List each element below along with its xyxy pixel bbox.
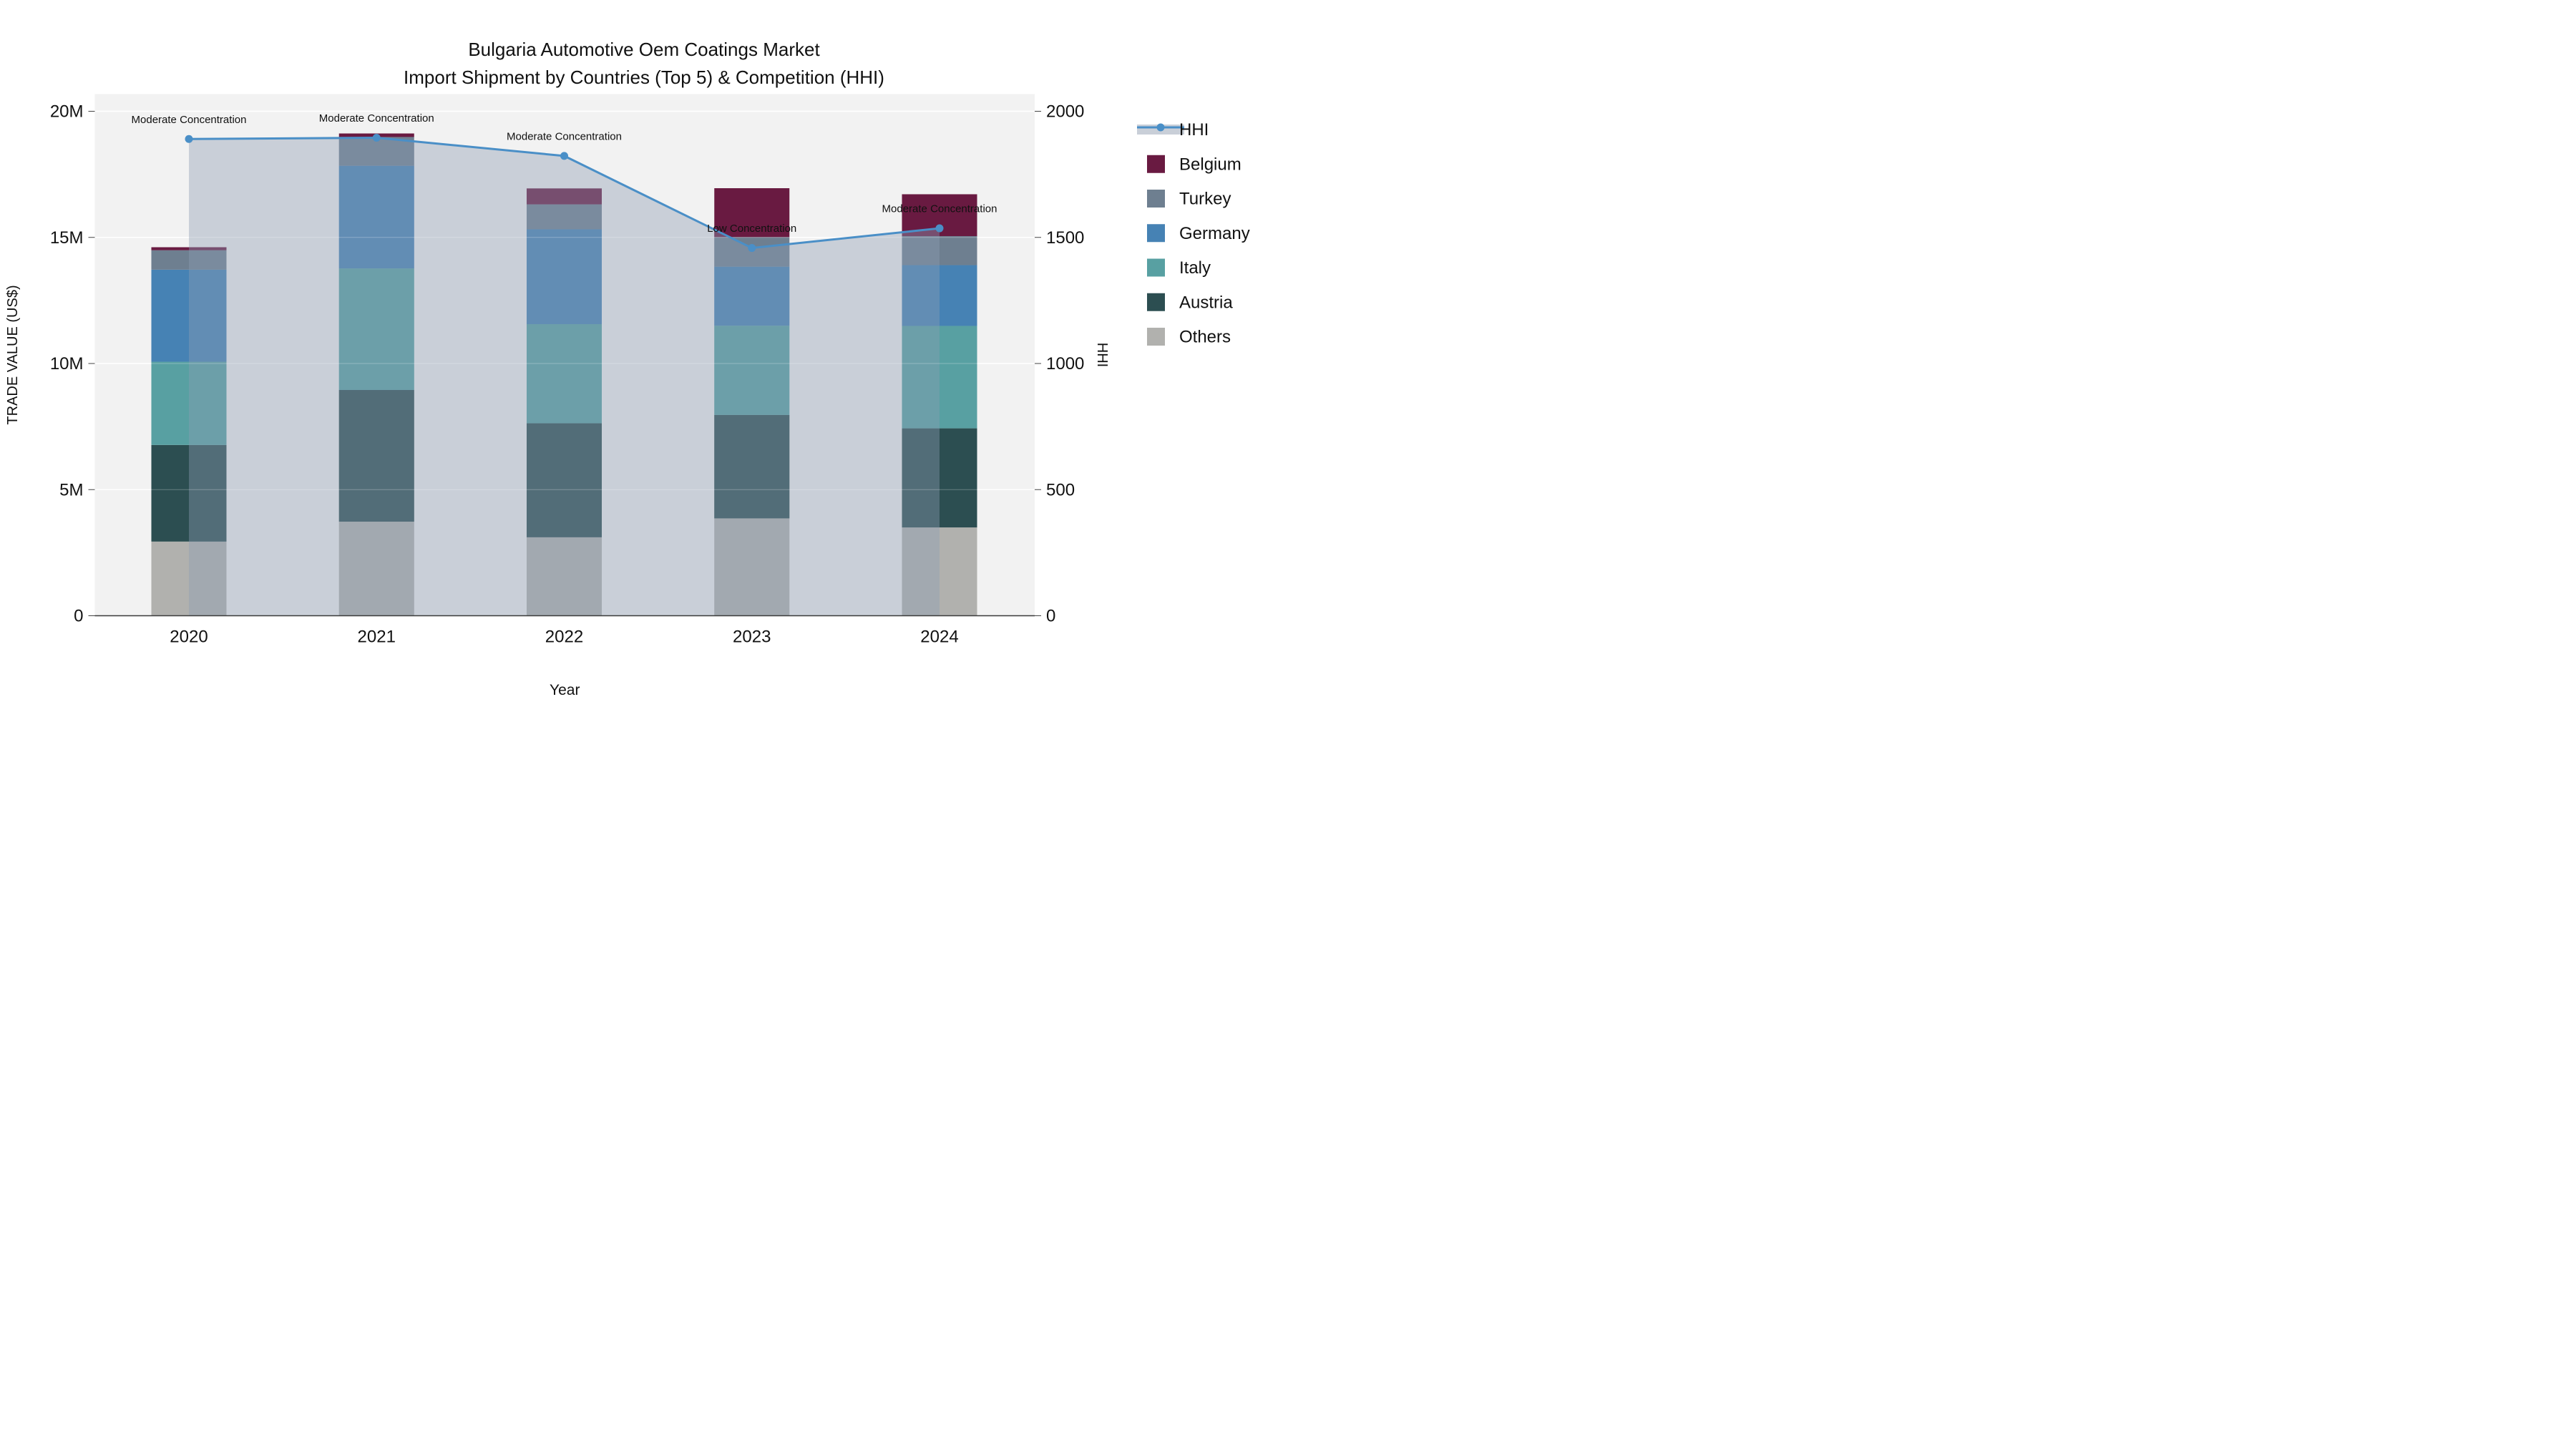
legend-swatch-others — [1147, 328, 1165, 346]
stacked-bar-segment-italy-2021[interactable] — [338, 268, 414, 391]
legend-label-belgium: Belgium — [1179, 155, 1241, 174]
stacked-bar-segment-germany-2021[interactable] — [338, 165, 414, 269]
stacked-bar-segment-austria-2020[interactable] — [151, 444, 227, 542]
stacked-bar-segment-others-2024[interactable] — [902, 527, 977, 616]
legend-swatch-turkey — [1147, 190, 1165, 208]
hhi-marker-2023[interactable] — [748, 244, 756, 253]
stacked-bar-segment-germany-2024[interactable] — [902, 265, 977, 326]
legend-item-hhi[interactable]: HHI — [1137, 120, 1209, 140]
legend-item-turkey[interactable]: Turkey — [1147, 190, 1231, 209]
stacked-bar-segment-belgium-2020[interactable] — [151, 247, 227, 250]
bar-mute-overlay — [714, 188, 790, 616]
stacked-bar-segment-others-2022[interactable] — [527, 537, 602, 616]
plot-canvas: Moderate Concentration Moderate Concentra… — [5, 94, 1250, 698]
y2-tick-label[interactable]: 500 — [1046, 480, 1075, 499]
x-tick-label-2021[interactable]: 2021 — [358, 628, 396, 647]
stacked-bar-segment-others-2021[interactable] — [338, 522, 414, 616]
chart-title: Bulgaria Automotive Oem Coatings Market … — [0, 36, 1288, 92]
y2-tick-label[interactable]: 0 — [1046, 607, 1055, 626]
legend-label-turkey: Turkey — [1179, 190, 1231, 209]
stacked-bar-segment-italy-2024[interactable] — [902, 326, 977, 429]
stacked-bar-segment-turkey-2024[interactable] — [902, 235, 977, 265]
legend-swatch-germany — [1147, 224, 1165, 243]
legend-label-austria: Austria — [1179, 293, 1233, 312]
bar-mute-overlay — [902, 194, 940, 616]
legend-swatch-italy — [1147, 258, 1165, 277]
stacked-bar-segment-others-2023[interactable] — [714, 518, 790, 616]
hhi-legend-marker — [1156, 123, 1165, 132]
hhi-marker-2020[interactable] — [185, 135, 193, 143]
legend-item-germany[interactable]: Germany — [1147, 224, 1250, 243]
y-axis-title: TRADE VALUE (US$) — [5, 285, 21, 424]
y2-tick-label[interactable]: 1500 — [1046, 228, 1084, 248]
stacked-bar-segment-austria-2024[interactable] — [902, 428, 977, 528]
annotation-2020: Moderate Concentration — [132, 114, 247, 126]
legend-item-austria[interactable]: Austria — [1147, 293, 1233, 312]
legend-label-germany: Germany — [1179, 224, 1250, 243]
stacked-bar-segment-turkey-2022[interactable] — [527, 204, 602, 230]
y2-tick-label[interactable]: 1000 — [1046, 354, 1084, 374]
annotation-2024: Moderate Concentration — [882, 203, 997, 215]
legend-item-italy[interactable]: Italy — [1147, 258, 1211, 278]
annotation-2022: Moderate Concentration — [507, 130, 622, 142]
stacked-bar-segment-germany-2020[interactable] — [151, 269, 227, 362]
chart-title-line1: Bulgaria Automotive Oem Coatings Market — [468, 39, 820, 60]
stacked-bar-segment-austria-2021[interactable] — [338, 390, 414, 522]
annotation-2023: Low Concentration — [707, 223, 796, 235]
chart-title-line2: Import Shipment by Countries (Top 5) & C… — [404, 67, 884, 88]
y-tick-label[interactable]: 15M — [50, 228, 84, 248]
bar-mute-overlay — [338, 137, 414, 616]
legend-label-others: Others — [1179, 328, 1231, 347]
x-tick-label-2023[interactable]: 2023 — [733, 628, 771, 647]
stacked-bar-segment-italy-2020[interactable] — [151, 361, 227, 445]
bar-mute-overlay — [189, 247, 227, 616]
y2-tick-label[interactable]: 2000 — [1046, 102, 1084, 122]
legend-swatch-austria — [1147, 293, 1165, 311]
legend-item-others[interactable]: Others — [1147, 328, 1231, 347]
hhi-marker-2021[interactable] — [372, 134, 381, 142]
hhi-marker-2024[interactable] — [935, 224, 944, 233]
legend-label-italy: Italy — [1179, 258, 1211, 278]
stacked-bar-segment-turkey-2021[interactable] — [338, 137, 414, 166]
x-tick-label-2020[interactable]: 2020 — [170, 628, 208, 647]
stacked-bar-segment-germany-2022[interactable] — [527, 229, 602, 325]
stacked-bar-segment-austria-2022[interactable] — [527, 423, 602, 537]
y-tick-label[interactable]: 10M — [50, 354, 84, 374]
y-tick-label[interactable]: 0 — [74, 607, 83, 626]
y2-axis-title: HHI — [1094, 343, 1110, 367]
legend-swatch-belgium — [1147, 155, 1165, 173]
stacked-bar-segment-germany-2023[interactable] — [714, 266, 790, 326]
stacked-bar-segment-italy-2022[interactable] — [527, 324, 602, 424]
x-axis-title: Year — [550, 682, 580, 698]
stacked-bar-segment-belgium-2022[interactable] — [527, 188, 602, 205]
legend-label-hhi: HHI — [1179, 120, 1209, 140]
annotation-2021: Moderate Concentration — [319, 112, 434, 125]
hhi-marker-2022[interactable] — [560, 152, 568, 160]
bar-mute-overlay — [527, 188, 602, 616]
x-tick-label-2022[interactable]: 2022 — [545, 628, 583, 647]
y-tick-label[interactable]: 20M — [50, 102, 84, 122]
stacked-bar-segment-belgium-2023[interactable] — [714, 188, 790, 238]
bar-mute-layer — [189, 137, 940, 616]
stacked-bar-segment-austria-2023[interactable] — [714, 414, 790, 519]
legend-item-belgium[interactable]: Belgium — [1147, 155, 1241, 174]
stacked-bar-segment-others-2020[interactable] — [151, 541, 227, 616]
x-tick-label-2024[interactable]: 2024 — [920, 628, 958, 647]
stacked-bar-segment-italy-2023[interactable] — [714, 326, 790, 415]
stacked-bar-segment-turkey-2020[interactable] — [151, 250, 227, 270]
chart-figure: Bulgaria Automotive Oem Coatings Market … — [0, 0, 1288, 724]
y-tick-label[interactable]: 5M — [59, 480, 83, 499]
